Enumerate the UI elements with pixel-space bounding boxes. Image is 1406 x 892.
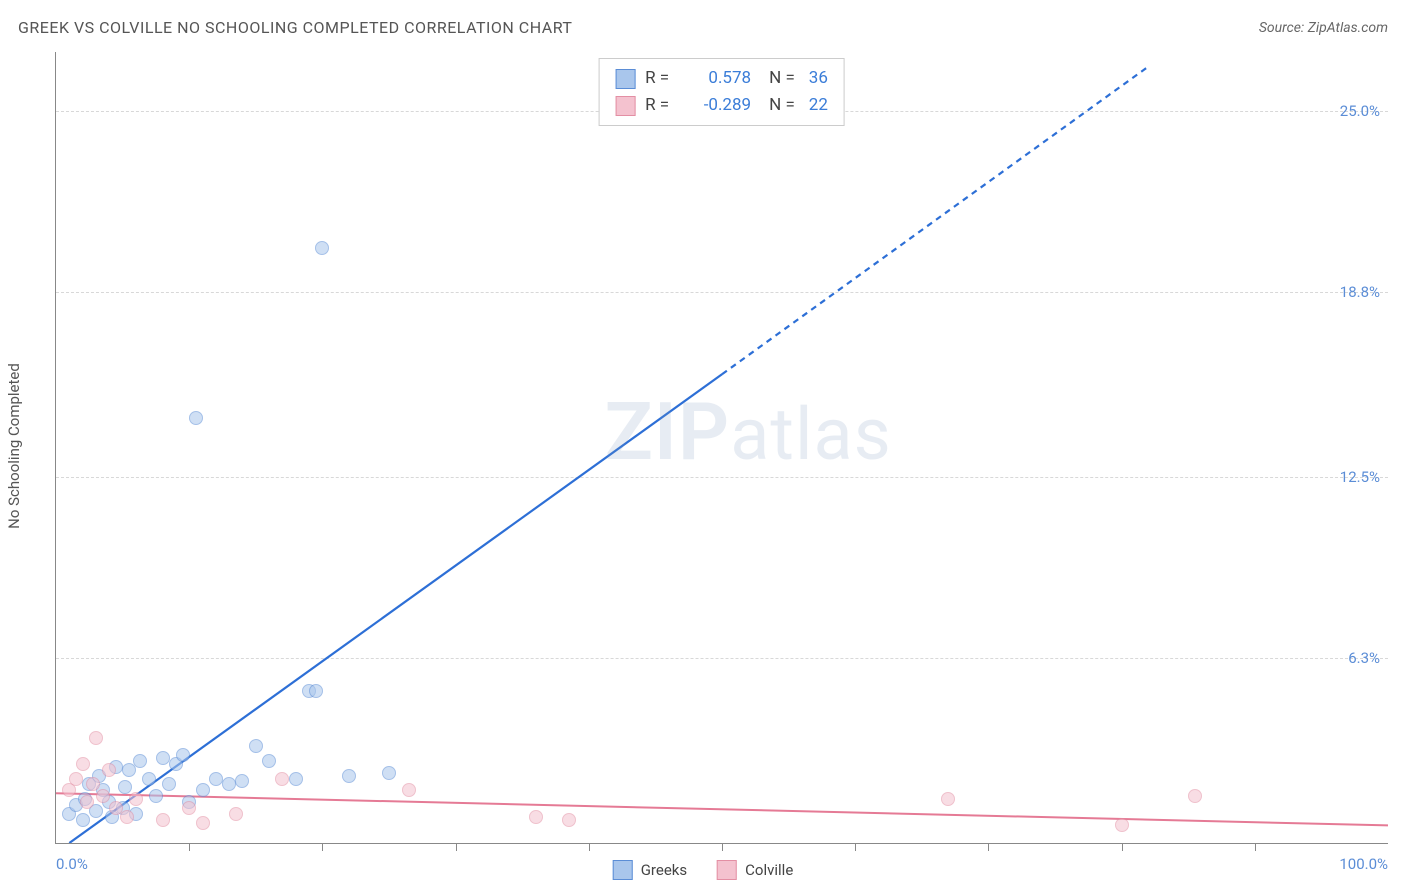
scatter-point — [342, 769, 356, 783]
legend-swatch — [717, 860, 737, 880]
legend-label: Colville — [745, 861, 793, 879]
scatter-point — [309, 684, 323, 698]
chart-title: GREEK VS COLVILLE NO SCHOOLING COMPLETED… — [18, 18, 572, 37]
scatter-point — [76, 757, 90, 771]
legend-r-label: R = — [645, 65, 673, 92]
legend-item: Greeks — [613, 860, 687, 880]
scatter-point — [182, 801, 196, 815]
scatter-point — [69, 772, 83, 786]
scatter-point — [262, 754, 276, 768]
scatter-point — [76, 813, 90, 827]
gridline — [56, 658, 1388, 659]
scatter-point — [89, 731, 103, 745]
x-tick-label: 100.0% — [1339, 855, 1388, 873]
legend-swatch — [615, 69, 635, 89]
x-tick — [1255, 843, 1256, 851]
scatter-point — [96, 789, 110, 803]
legend-n-label: N = — [769, 65, 795, 92]
legend-n-value: 22 — [809, 92, 828, 119]
x-tick — [322, 843, 323, 851]
legend-label: Greeks — [641, 861, 687, 879]
scatter-point — [142, 772, 156, 786]
correlation-legend: R = 0.578 N = 36 R = -0.289 N = 22 — [598, 58, 845, 126]
scatter-point — [941, 792, 955, 806]
trend-lines — [56, 52, 1388, 843]
legend-n-label: N = — [769, 92, 795, 119]
scatter-point — [222, 777, 236, 791]
x-tick-label: 0.0% — [56, 855, 88, 873]
scatter-point — [229, 807, 243, 821]
scatter-point — [176, 748, 190, 762]
scatter-point — [189, 411, 203, 425]
legend-n-value: 36 — [809, 65, 828, 92]
y-tick-label: 12.5% — [1340, 468, 1380, 486]
scatter-point — [102, 763, 116, 777]
legend-r-value: 0.578 — [683, 65, 751, 92]
scatter-point — [196, 783, 210, 797]
scatter-point — [1115, 818, 1129, 832]
y-tick-label: 25.0% — [1340, 102, 1380, 120]
x-tick — [988, 843, 989, 851]
y-axis-label: No Schooling Completed — [5, 363, 23, 529]
scatter-point — [149, 789, 163, 803]
scatter-point — [118, 780, 132, 794]
series-legend: Greeks Colville — [613, 860, 794, 880]
legend-row: R = 0.578 N = 36 — [615, 65, 828, 92]
x-tick — [1122, 843, 1123, 851]
scatter-point — [562, 813, 576, 827]
scatter-point — [196, 816, 210, 830]
legend-swatch — [613, 860, 633, 880]
scatter-point — [156, 813, 170, 827]
scatter-point — [80, 795, 94, 809]
x-tick — [589, 843, 590, 851]
scatter-point — [209, 772, 223, 786]
y-tick-label: 18.8% — [1340, 283, 1380, 301]
scatter-point — [315, 241, 329, 255]
scatter-point — [402, 783, 416, 797]
x-tick — [855, 843, 856, 851]
scatter-point — [1188, 789, 1202, 803]
scatter-point — [382, 766, 396, 780]
scatter-point — [129, 792, 143, 806]
scatter-point — [235, 774, 249, 788]
x-tick — [722, 843, 723, 851]
scatter-point — [162, 777, 176, 791]
legend-item: Colville — [717, 860, 793, 880]
legend-row: R = -0.289 N = 22 — [615, 92, 828, 119]
scatter-point — [289, 772, 303, 786]
scatter-point — [275, 772, 289, 786]
scatter-point — [249, 739, 263, 753]
scatter-point — [133, 754, 147, 768]
legend-r-label: R = — [645, 92, 673, 119]
y-tick-label: 6.3% — [1348, 649, 1380, 667]
chart-plot-area: 6.3%12.5%18.8%25.0%0.0%100.0% ZIPatlas R… — [55, 52, 1388, 844]
scatter-point — [156, 751, 170, 765]
source-attribution: Source: ZipAtlas.com — [1259, 20, 1388, 36]
gridline — [56, 477, 1388, 478]
scatter-point — [120, 810, 134, 824]
x-tick — [456, 843, 457, 851]
scatter-point — [529, 810, 543, 824]
legend-r-value: -0.289 — [683, 92, 751, 119]
x-tick — [189, 843, 190, 851]
legend-swatch — [615, 96, 635, 116]
gridline — [56, 292, 1388, 293]
